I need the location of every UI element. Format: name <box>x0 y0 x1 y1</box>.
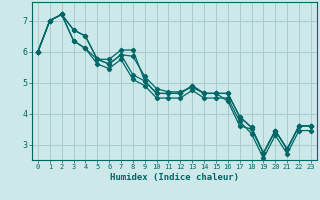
X-axis label: Humidex (Indice chaleur): Humidex (Indice chaleur) <box>110 173 239 182</box>
